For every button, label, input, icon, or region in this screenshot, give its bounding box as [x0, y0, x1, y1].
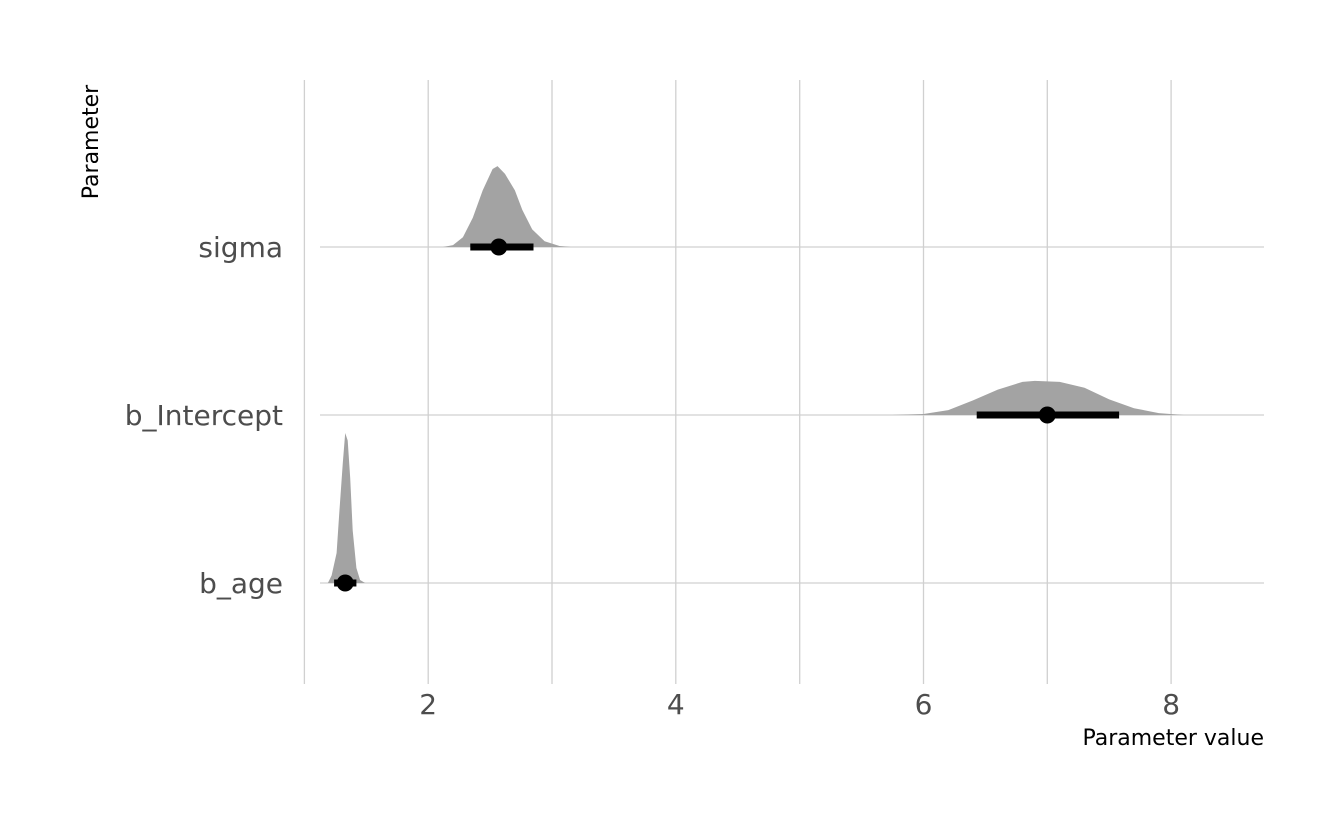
density-layer — [327, 166, 1184, 583]
point-b_age — [336, 574, 354, 592]
interval-layer — [334, 238, 1120, 592]
density-sigma — [443, 166, 571, 247]
y-tick-label: sigma — [198, 231, 283, 264]
point-sigma — [490, 238, 508, 256]
label-layer: 2 4 6 8 sigma b_Intercept b_age — [125, 231, 1180, 721]
x-tick-label: 8 — [1162, 688, 1180, 721]
x-axis-title: Parameter value — [1082, 726, 1264, 751]
density-b_Intercept — [892, 380, 1184, 415]
x-tick-label: 6 — [915, 688, 933, 721]
y-tick-label: b_age — [199, 567, 283, 600]
density-b_age — [327, 433, 366, 583]
grid-layer — [303, 80, 1264, 684]
x-tick-label: 2 — [419, 688, 437, 721]
y-tick-label: b_Intercept — [125, 399, 283, 432]
point-b_Intercept — [1038, 406, 1056, 424]
y-axis-title: Parameter — [79, 84, 104, 199]
x-tick-label: 4 — [667, 688, 685, 721]
